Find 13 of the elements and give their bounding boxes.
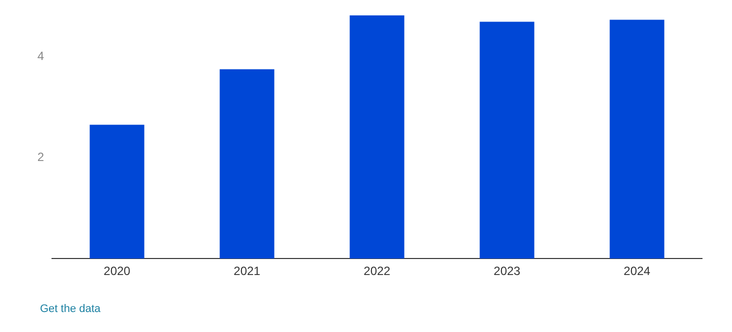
bar <box>610 20 664 259</box>
x-tick-label: 2021 <box>234 264 261 278</box>
x-tick-label: 2023 <box>494 264 521 278</box>
x-tick-label: 2022 <box>364 264 391 278</box>
y-tick-label: 4 <box>37 48 44 63</box>
y-tick-label: 2 <box>37 150 44 164</box>
x-tick-label: 2024 <box>624 264 651 278</box>
text: Get the data <box>40 303 101 315</box>
bar <box>220 69 274 259</box>
bar <box>480 22 534 259</box>
bar <box>90 124 144 259</box>
x-tick-label: 2020 <box>104 264 131 278</box>
bar <box>350 15 404 259</box>
